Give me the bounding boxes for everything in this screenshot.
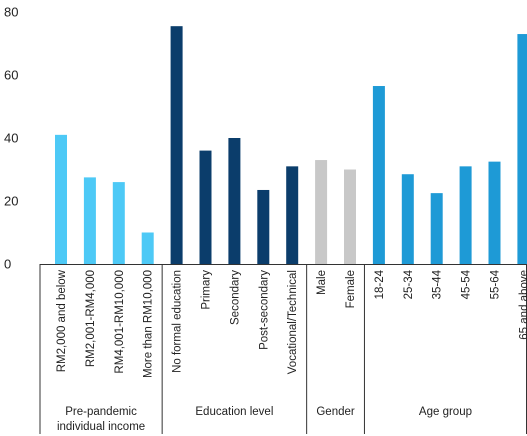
bar: [372, 86, 385, 265]
group-labels: Pre-pandemic individual income Education l…: [57, 406, 472, 433]
y-tick-label: 0: [4, 257, 11, 272]
bar: [459, 166, 472, 264]
category-label: 18-24: [374, 269, 386, 299]
category-label: Post-secondary: [258, 270, 270, 350]
bar: [112, 182, 125, 264]
bar: [401, 174, 414, 264]
category-label: 45-54: [461, 269, 473, 299]
bar: [257, 189, 270, 264]
bar: [170, 26, 183, 265]
category-label: RM2,001-RM4,000: [85, 270, 97, 367]
category-labels: RM2,000 and below RM2,001-RM4,000 RM4,001-…: [56, 269, 527, 378]
bar: [344, 169, 356, 264]
category-label: 65 and above: [518, 270, 527, 340]
y-tick-label: 80: [4, 5, 18, 20]
category-label: Secondary: [229, 270, 241, 325]
y-tick-label: 40: [4, 131, 18, 146]
group-label: Pre-pandemic: [65, 406, 137, 418]
category-label: 25-34: [403, 269, 415, 299]
category-label: 35-44: [432, 269, 444, 299]
y-axis-ticks: 0 20 40 60 80: [4, 5, 18, 272]
group-label: Gender: [316, 406, 355, 418]
bar: [517, 34, 527, 264]
group-label: Education level: [195, 406, 273, 418]
bar: [228, 138, 241, 264]
category-label: Primary: [201, 270, 213, 310]
category-label: More than RM10,000: [143, 270, 155, 378]
y-tick-label: 20: [4, 194, 18, 209]
category-label: No formal education: [172, 270, 184, 373]
bar: [286, 166, 299, 264]
y-tick-label: 60: [4, 68, 18, 83]
group-label: individual income: [57, 421, 145, 433]
group-label: Age group: [419, 406, 472, 418]
category-label: 55-64: [490, 269, 502, 299]
bar: [199, 150, 212, 264]
category-label: RM4,001-RM10,000: [114, 270, 126, 374]
bar: [488, 161, 501, 265]
category-label: RM2,000 and below: [56, 269, 68, 372]
bar: [83, 177, 96, 265]
category-label: Male: [316, 270, 328, 295]
bar: [430, 193, 443, 265]
bars: [55, 26, 527, 265]
category-label: Vocational/Technical: [287, 270, 299, 374]
bar: [55, 134, 67, 264]
category-label: Female: [345, 270, 357, 308]
bar: [141, 232, 154, 264]
bar: [315, 160, 328, 264]
